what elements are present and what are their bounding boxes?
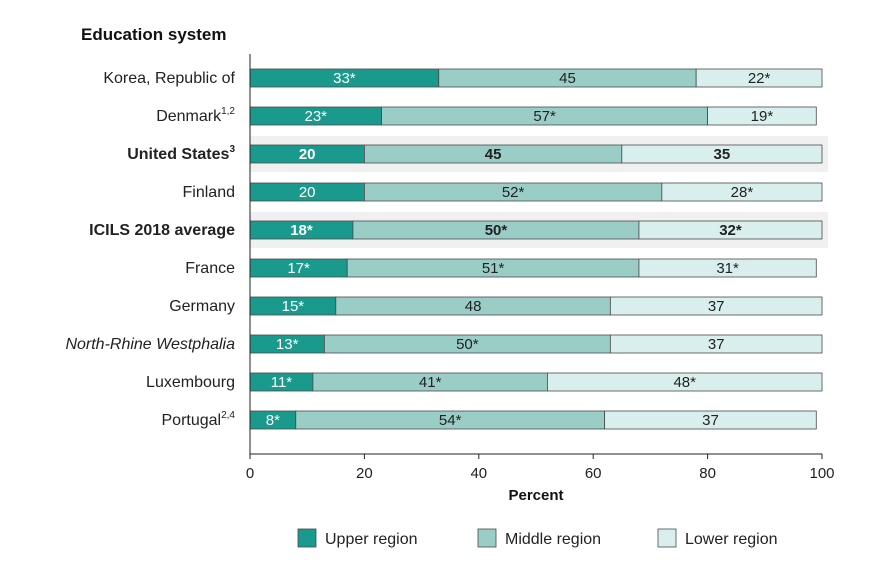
bar-segment: [638, 220, 823, 240]
category-label: North-Rhine Westphalia: [65, 336, 235, 353]
data-label: 48*: [673, 374, 696, 391]
category-labels: Korea, Republic of Denmark1,2 United State…: [65, 70, 235, 429]
data-label: 22*: [748, 70, 771, 87]
data-label: 52*: [502, 184, 525, 201]
data-label: 37: [708, 298, 725, 315]
data-label: 54*: [439, 412, 462, 429]
bars-group: 33* 45 22* 23* 57* 19* 20 45 35 20 52* 28* 18* 50* 32*…: [249, 68, 823, 430]
bar-segment: [695, 68, 823, 88]
category-label: Luxembourg: [146, 374, 235, 391]
data-label: 32*: [719, 222, 742, 239]
data-label: 45: [559, 70, 576, 87]
x-tick-label: 60: [585, 465, 602, 482]
data-label: 57*: [533, 108, 556, 125]
data-label: 45: [485, 146, 502, 163]
bar-segment: [621, 144, 823, 164]
category-label: Portugal2,4: [162, 410, 236, 429]
category-label: Finland: [183, 184, 235, 201]
category-label: France: [185, 260, 235, 277]
data-label: 8*: [266, 412, 280, 429]
category-label: Germany: [169, 298, 235, 315]
x-tick-label: 20: [356, 465, 373, 482]
bar-segment: [638, 258, 817, 278]
data-label: 50*: [456, 336, 479, 353]
data-label: 11*: [271, 374, 293, 391]
data-label: 23*: [305, 108, 328, 125]
x-tick-label: 0: [246, 465, 254, 482]
data-label: 50*: [485, 222, 508, 239]
data-label: 37: [702, 412, 719, 429]
category-label: Denmark1,2: [156, 106, 235, 125]
bar-segment: [661, 182, 823, 202]
x-axis: 0 20 40 60 80 100: [246, 54, 835, 482]
legend-swatch: [297, 528, 317, 548]
data-label: 18*: [290, 222, 313, 239]
data-label: 35: [714, 146, 731, 163]
data-label: 41*: [419, 374, 442, 391]
bar-segment: [609, 334, 823, 354]
legend: Upper region Middle region Lower region: [297, 528, 778, 548]
bar-segment: [547, 372, 823, 392]
bar-segment: [707, 106, 817, 126]
x-tick-label: 100: [809, 465, 834, 482]
legend-label: Lower region: [685, 531, 778, 548]
bar-segment: [609, 296, 823, 316]
data-label: 13*: [276, 336, 299, 353]
data-label: 15*: [282, 298, 305, 315]
legend-swatch: [477, 528, 497, 548]
data-label: 20: [299, 146, 316, 163]
legend-label: Upper region: [325, 531, 418, 548]
legend-label: Middle region: [505, 531, 601, 548]
legend-swatch: [657, 528, 677, 548]
data-label: 19*: [751, 108, 774, 125]
data-label: 17*: [287, 260, 310, 277]
x-tick-label: 80: [699, 465, 716, 482]
data-label: 51*: [482, 260, 505, 277]
category-header: Education system: [81, 25, 227, 44]
x-axis-title: Percent: [508, 487, 563, 504]
data-label: 33*: [333, 70, 356, 87]
data-label: 48: [465, 298, 482, 315]
data-label: 28*: [731, 184, 754, 201]
category-label: Korea, Republic of: [103, 70, 235, 87]
category-label: United States3: [127, 144, 235, 163]
data-label: 31*: [716, 260, 739, 277]
x-tick-label: 40: [470, 465, 487, 482]
data-label: 20: [299, 184, 316, 201]
category-label: ICILS 2018 average: [89, 222, 235, 239]
data-label: 37: [708, 336, 725, 353]
bar-segment: [604, 410, 817, 430]
